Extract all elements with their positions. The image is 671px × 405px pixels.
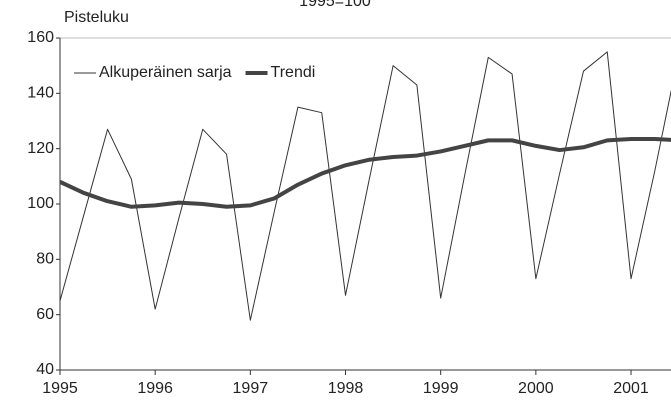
y-tick-label: 100 (27, 195, 54, 212)
x-tick-label: 2000 (518, 380, 554, 397)
y-tick-label: 120 (27, 140, 54, 157)
y-tick-label: 60 (36, 306, 54, 323)
legend-label: Alkuperäinen sarja (99, 64, 232, 81)
x-tick-label: 2001 (613, 380, 649, 397)
x-tick-label: 1996 (137, 380, 173, 397)
y-axis-label: Pisteluku (64, 9, 129, 26)
chart-title: 1995=100 (299, 0, 371, 10)
x-tick-label: 1998 (328, 380, 364, 397)
plot-area (60, 51, 671, 321)
series-line (60, 136, 671, 209)
y-tick-label: 80 (36, 251, 54, 268)
y-tick-label: 160 (27, 29, 54, 46)
x-tick-label: 1997 (233, 380, 269, 397)
x-tick-label: 1995 (42, 380, 78, 397)
series-line (60, 51, 671, 321)
legend-label: Trendi (271, 64, 316, 81)
y-tick-label: 140 (27, 85, 54, 102)
x-tick-label: 1999 (423, 380, 459, 397)
y-tick-label: 40 (36, 361, 54, 378)
